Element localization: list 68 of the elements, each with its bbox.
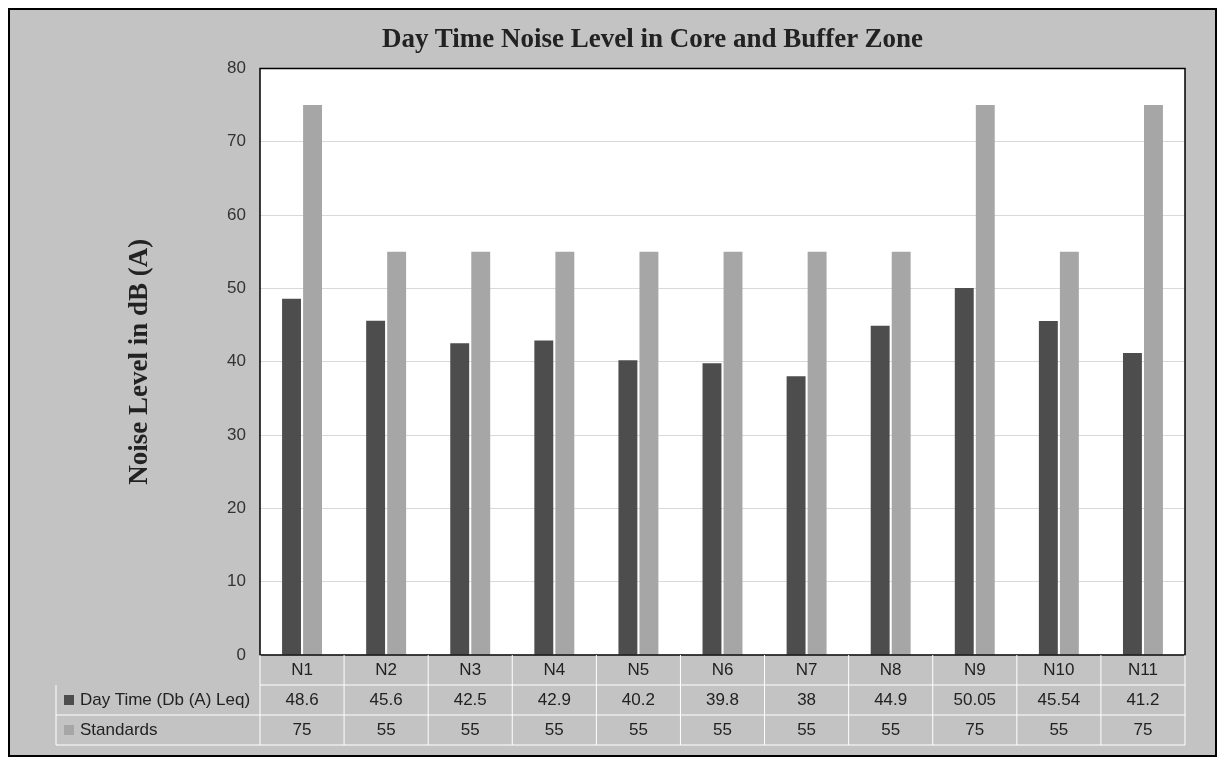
y-tick-label: 20 [227,498,246,518]
data-label: 55 [1049,719,1069,739]
bar [1144,105,1163,655]
data-label: 38 [797,689,817,709]
chart-title: Day Time Noise Level in Core and Buffer Zone [381,23,924,54]
bar [954,288,974,655]
legend-label: Day Time (Db (A) Leq) [80,689,251,709]
data-label: 45.54 [1037,689,1081,709]
data-label: 50.05 [953,689,997,709]
y-tick-label: 30 [227,424,246,444]
bar [1122,352,1142,655]
x-tick-label: N3 [459,659,482,679]
data-label: 75 [1133,719,1153,739]
data-label: 55 [628,719,648,739]
data-label: 39.8 [705,689,740,709]
data-label: 48.6 [285,689,319,709]
y-tick-label: 10 [227,571,246,591]
bar [618,360,638,655]
data-label: 55 [376,719,396,739]
data-label: 55 [460,719,480,739]
bar [366,320,386,655]
data-label: 42.5 [453,689,487,709]
bar [702,363,722,655]
bar [471,251,491,655]
data-label: 55 [881,719,901,739]
x-tick-label: N7 [795,659,818,679]
bar [723,251,743,655]
bar [786,376,806,655]
data-label: 42.9 [537,689,571,709]
x-tick-label: N10 [1043,659,1075,679]
x-tick-label: N5 [627,659,650,679]
bar [1038,321,1058,655]
bar [891,251,911,655]
bar [975,105,995,655]
x-tick-label: N2 [375,659,397,679]
y-axis-title: Noise Level in dB (A) [123,238,154,485]
y-tick-label: 80 [227,58,246,78]
legend-label: Standards [80,719,158,739]
bar [303,105,323,655]
bar [555,251,575,655]
x-tick-label: N1 [291,659,313,679]
data-label: 44.9 [874,689,908,709]
x-tick-label: N6 [711,659,734,679]
x-tick-label: N9 [963,659,986,679]
data-label: 40.2 [621,689,655,709]
data-label: 45.6 [369,689,403,709]
y-tick-label: 0 [236,644,246,664]
bar [870,325,890,655]
data-label: 55 [713,719,732,739]
bar [1059,251,1079,655]
data-label: 55 [797,719,817,739]
bar [534,340,554,655]
data-label: 75 [965,719,985,739]
y-tick-label: 70 [227,131,246,151]
x-tick-label: N8 [879,659,902,679]
data-label: 41.2 [1126,689,1160,709]
bar [450,343,470,655]
x-tick-label: N11 [1127,659,1158,679]
bar [807,251,827,655]
y-tick-label: 60 [227,204,246,224]
y-tick-label: 40 [227,351,246,371]
data-label: 55 [544,719,564,739]
bar [387,251,407,655]
bar [282,298,301,655]
bar [639,251,659,655]
x-tick-label: N4 [543,659,566,679]
data-label: 75 [292,719,312,739]
y-tick-label: 50 [227,278,246,298]
